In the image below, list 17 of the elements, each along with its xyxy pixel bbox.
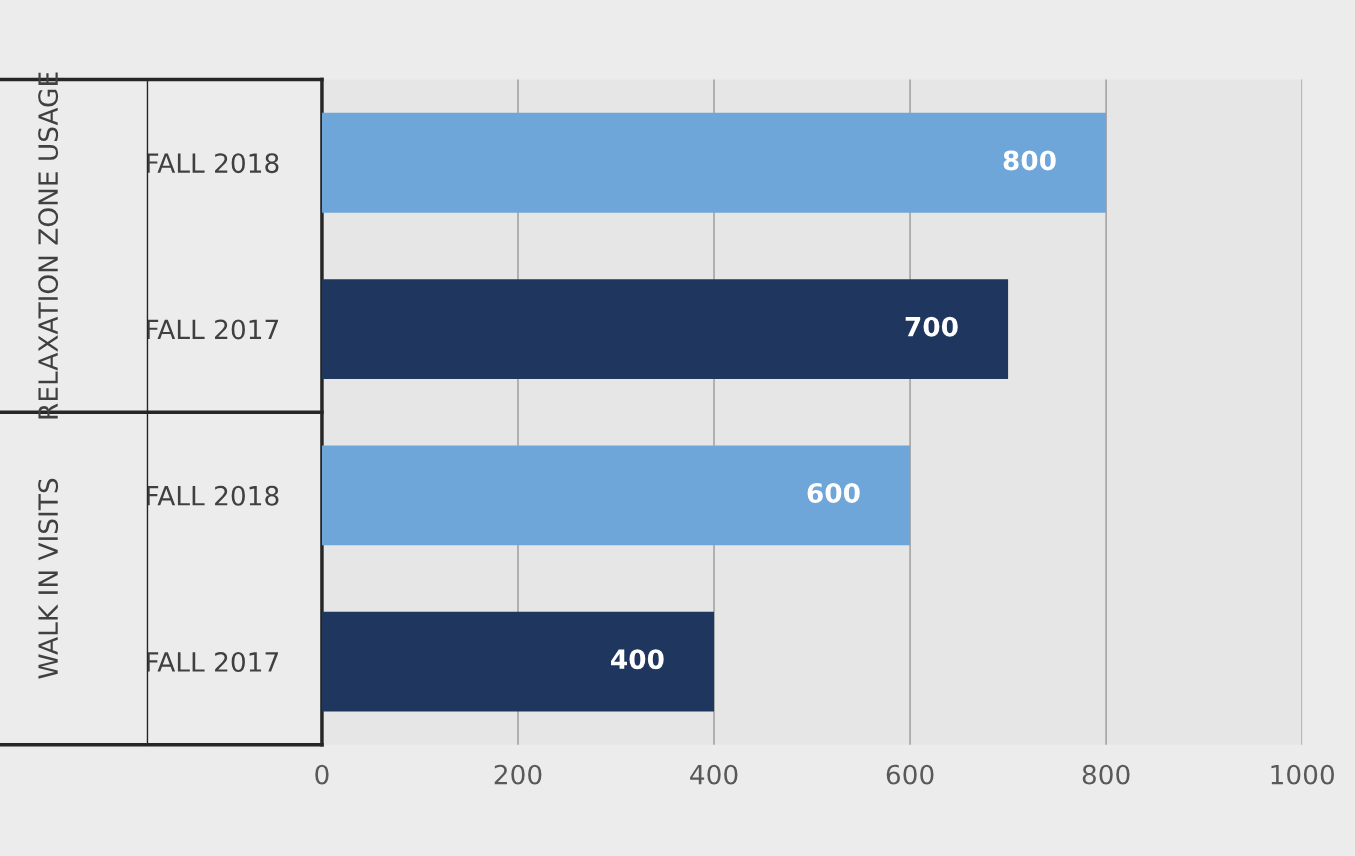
bar (321, 445, 911, 546)
x-tick-label: 1000 (1271, 764, 1334, 785)
data-label: 400 (611, 649, 664, 670)
x-tick-label: 600 (886, 764, 934, 785)
data-label: 800 (1003, 150, 1056, 171)
data-label: 600 (807, 483, 860, 503)
y-tick-label: FALL 2017 (147, 652, 279, 672)
text: WALK IN VISITS (38, 478, 59, 679)
bar (321, 112, 1107, 213)
x-tick-label: 400 (690, 764, 738, 785)
text: RELAXATION ZONE USAGE (38, 72, 59, 419)
x-tick-label: 200 (494, 764, 542, 785)
x-tick-label: 800 (1082, 764, 1130, 785)
bar (321, 279, 1009, 379)
data-label: 700 (905, 316, 958, 337)
x-tick-label: 0 (315, 764, 329, 785)
bar (321, 611, 715, 712)
